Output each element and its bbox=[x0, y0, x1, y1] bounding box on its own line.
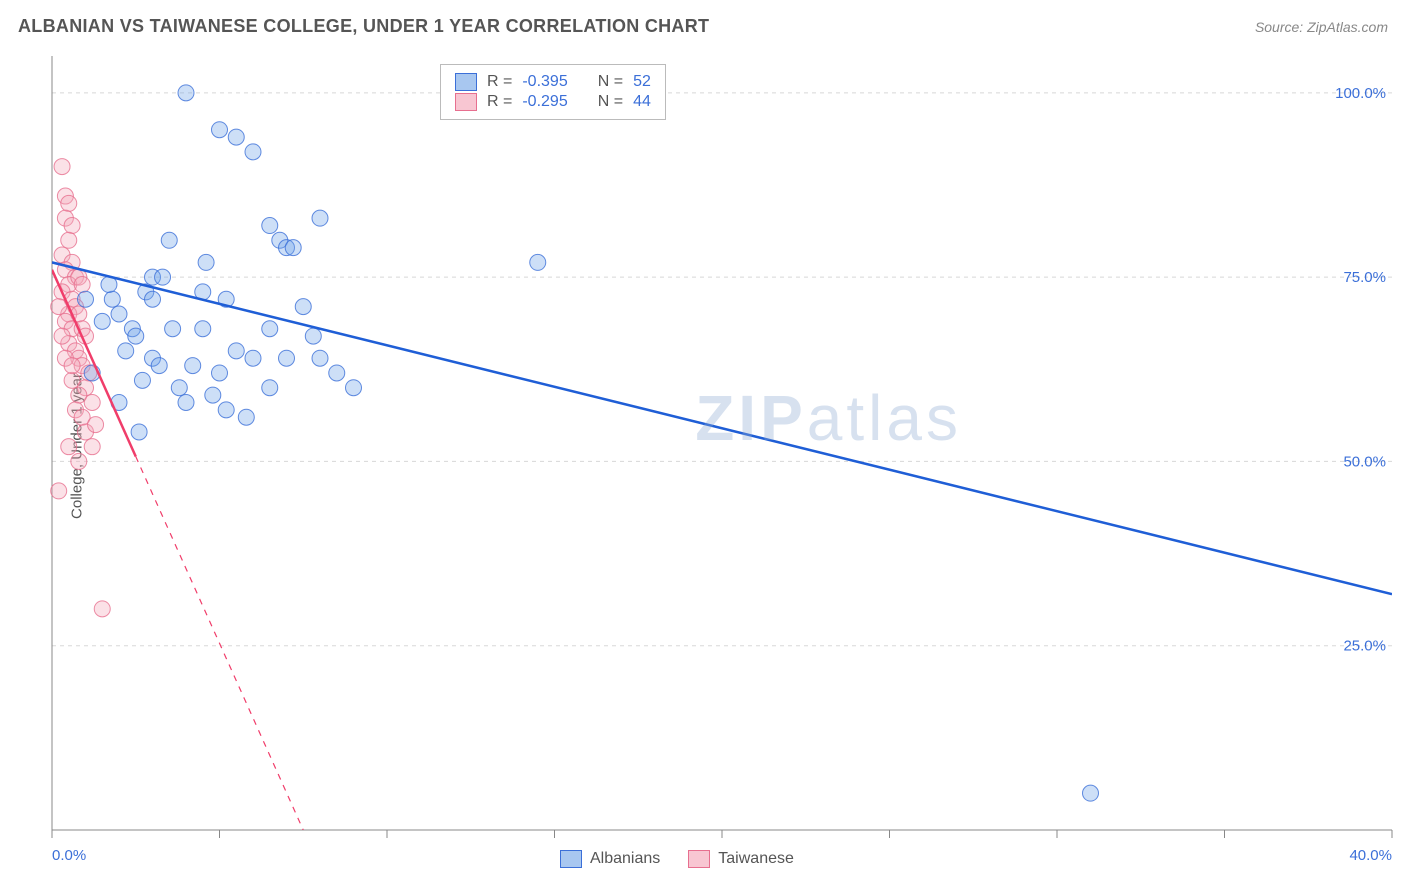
n-value: 52 bbox=[633, 73, 651, 91]
series-legend: Albanians Taiwanese bbox=[560, 850, 794, 868]
legend-swatch bbox=[688, 850, 710, 868]
correlation-legend: R = -0.395 N = 52 R = -0.295 N = 44 bbox=[440, 64, 666, 120]
n-value: 44 bbox=[633, 93, 651, 111]
r-label: R = bbox=[487, 93, 512, 111]
n-label: N = bbox=[598, 93, 623, 111]
correlation-legend-row: R = -0.395 N = 52 bbox=[455, 73, 651, 91]
r-label: R = bbox=[487, 73, 512, 91]
correlation-legend-row: R = -0.295 N = 44 bbox=[455, 93, 651, 111]
r-value: -0.395 bbox=[522, 73, 567, 91]
n-label: N = bbox=[598, 73, 623, 91]
svg-text:0.0%: 0.0% bbox=[52, 847, 86, 864]
series-legend-item: Taiwanese bbox=[688, 850, 794, 868]
svg-text:40.0%: 40.0% bbox=[1349, 847, 1392, 864]
chart-svg: 0.0% 40.0% 25.0% 50.0% 75.0% 100.0% bbox=[0, 0, 1406, 892]
series-legend-label: Taiwanese bbox=[718, 850, 794, 868]
legend-swatch bbox=[455, 73, 477, 91]
legend-swatch bbox=[455, 93, 477, 111]
r-value: -0.295 bbox=[522, 93, 567, 111]
svg-text:75.0%: 75.0% bbox=[1343, 269, 1386, 286]
svg-text:100.0%: 100.0% bbox=[1335, 85, 1386, 102]
svg-text:50.0%: 50.0% bbox=[1343, 453, 1386, 470]
series-legend-label: Albanians bbox=[590, 850, 660, 868]
svg-text:25.0%: 25.0% bbox=[1343, 638, 1386, 655]
chart-container: ALBANIAN VS TAIWANESE COLLEGE, UNDER 1 Y… bbox=[0, 0, 1406, 892]
legend-swatch bbox=[560, 850, 582, 868]
series-legend-item: Albanians bbox=[560, 850, 660, 868]
